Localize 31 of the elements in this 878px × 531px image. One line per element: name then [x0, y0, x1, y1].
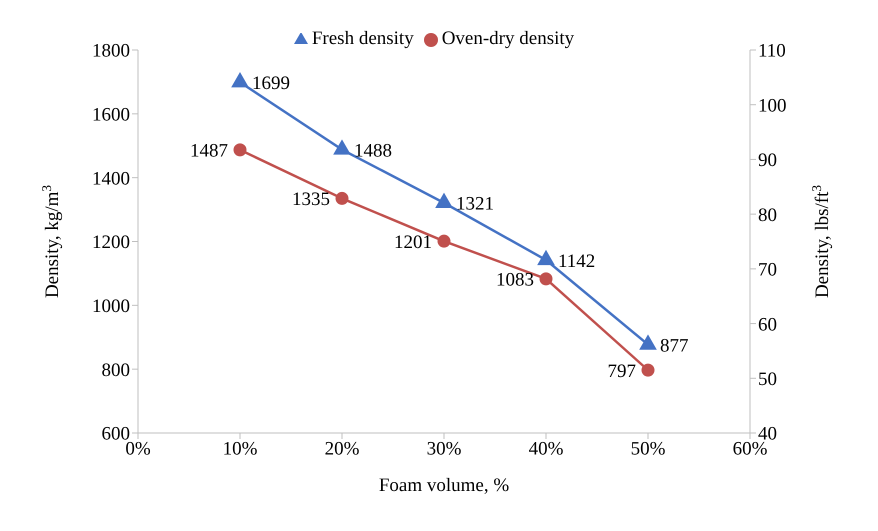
x-axis-title: Foam volume, %	[378, 475, 510, 496]
data-label: 797	[608, 360, 636, 382]
x-tick-label: 50%	[630, 438, 666, 460]
y-tick-label: 1800	[92, 40, 130, 62]
y-tick-label: 1200	[92, 232, 130, 254]
y2-tick-label: 60	[758, 314, 777, 336]
y2-tick-label: 70	[758, 260, 777, 281]
y2-tick-label: 80	[758, 204, 777, 226]
data-label: 1142	[558, 250, 596, 272]
y2-tick-label: 50	[758, 369, 777, 390]
y2-tick-label: 100	[758, 95, 786, 116]
data-label: 1487	[190, 140, 228, 162]
data-label: 1321	[456, 194, 494, 215]
legend-label: Oven-dry density	[442, 28, 574, 49]
x-tick-label: 20%	[324, 438, 360, 460]
data-label: 1201	[394, 232, 432, 253]
x-tick-label: 40%	[528, 438, 564, 460]
x-tick-label: 10%	[222, 438, 258, 460]
y-tick-label: 1600	[92, 104, 130, 126]
data-label: 1699	[252, 72, 290, 94]
data-label: 1083	[496, 270, 534, 291]
data-label: 1488	[354, 140, 392, 162]
y2-tick-label: 90	[758, 150, 777, 172]
y-tick-label: 800	[102, 360, 130, 381]
y-tick-label: 1000	[92, 296, 130, 318]
x-tick-label: 30%	[426, 438, 462, 460]
data-label: 1335	[292, 189, 330, 210]
data-label: 877	[660, 335, 688, 356]
y2-tick-label: 110	[758, 40, 786, 62]
y-tick-label: 1400	[92, 168, 130, 190]
legend-label: Fresh density	[312, 28, 414, 49]
